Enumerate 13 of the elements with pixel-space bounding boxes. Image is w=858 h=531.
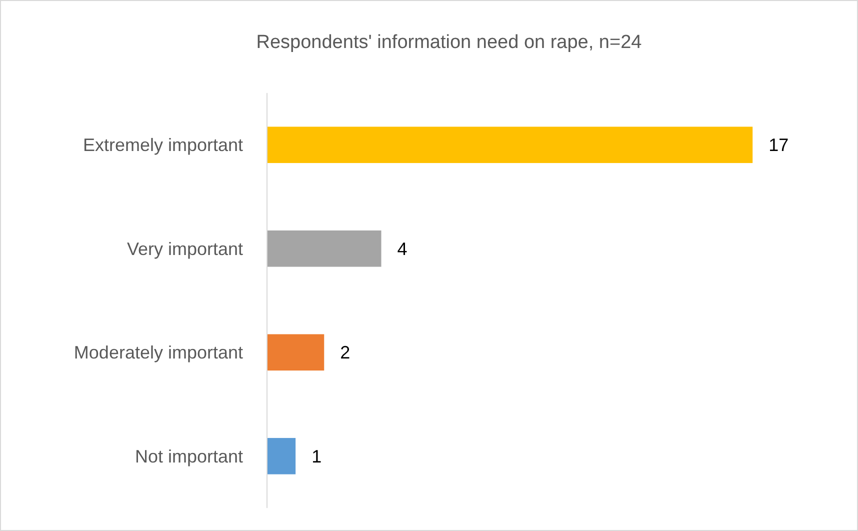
bar [267,334,324,371]
bar [267,230,382,267]
bar [267,438,296,474]
bar [267,126,753,164]
data-label: 1 [312,446,322,466]
data-label: 2 [340,342,350,363]
y-tick-label: Extremely important [82,135,243,156]
y-tick-label: Not important [134,446,243,466]
data-label: 17 [768,135,789,156]
y-tick-label: Moderately important [74,342,243,363]
y-tick-label: Very important [126,238,243,259]
chart-title: Respondents' information need on rape, n=24 [256,32,642,53]
data-label: 4 [397,238,408,259]
